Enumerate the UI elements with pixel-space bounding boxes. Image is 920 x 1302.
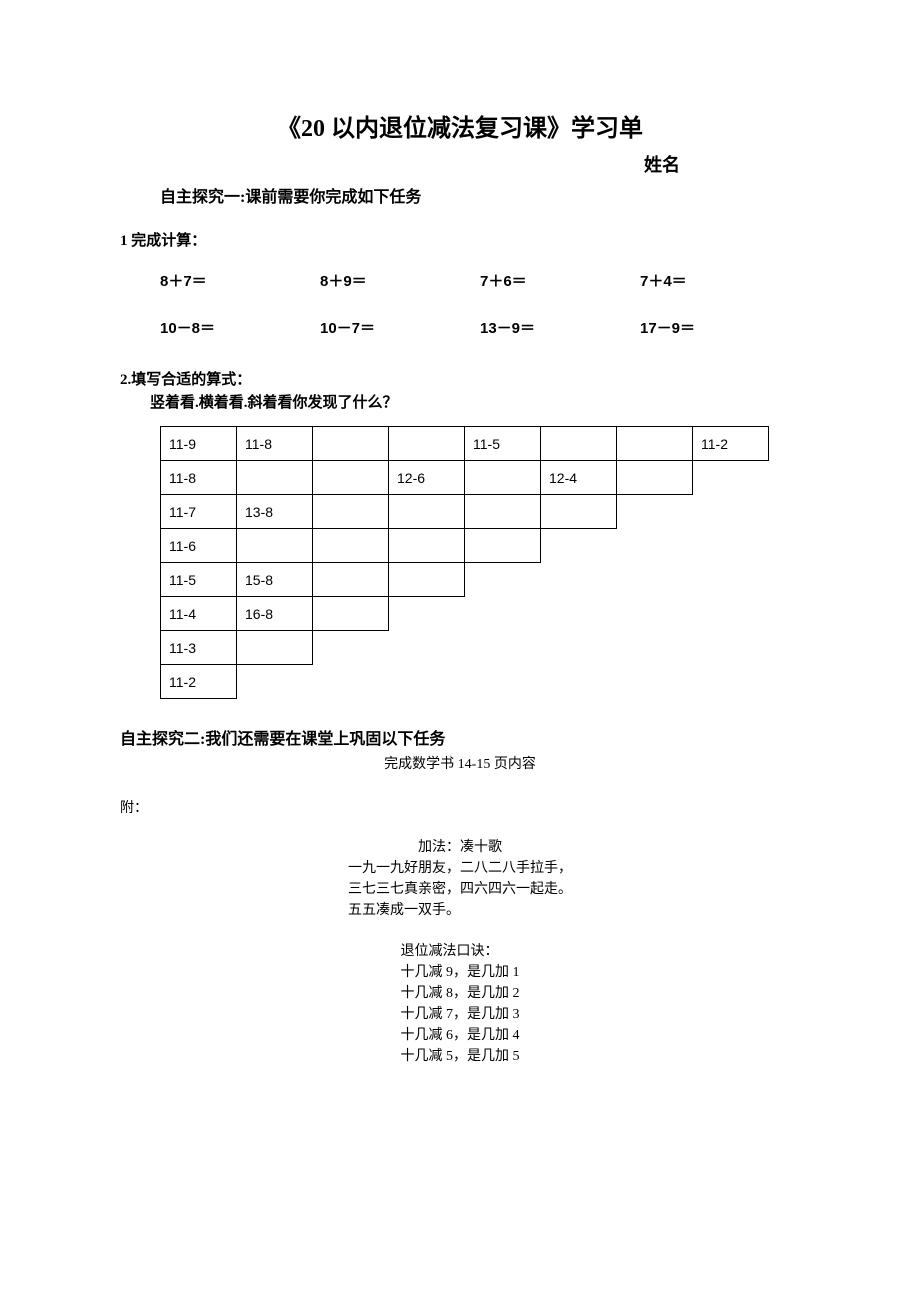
triangle-table: 11-911-8 11-5 11-2 11-8 12-6 12-4 11-713-811-6…	[160, 426, 769, 699]
table-cell	[693, 529, 769, 563]
table-cell	[237, 529, 313, 563]
table-cell	[617, 461, 693, 495]
table-cell: 11-8	[161, 461, 237, 495]
table-cell	[693, 563, 769, 597]
table-cell	[541, 563, 617, 597]
poem-line: 五五凑成一双手。	[348, 900, 572, 921]
table-cell	[313, 631, 389, 665]
section2-heading: 自主探究二:我们还需要在课堂上巩固以下任务	[120, 725, 800, 749]
table-cell	[617, 665, 693, 699]
calc-cell: 7＋4＝	[640, 270, 800, 291]
mnemonic-line: 十几减 9，是几加 1	[401, 962, 520, 983]
table-cell	[465, 563, 541, 597]
table-cell	[617, 597, 693, 631]
table-cell	[465, 461, 541, 495]
table-cell	[617, 427, 693, 461]
worksheet-title: 《20 以内退位减法复习课》学习单	[120, 108, 800, 143]
mnemonic-title: 退位减法口诀：	[401, 941, 520, 962]
table-cell: 11-3	[161, 631, 237, 665]
table-cell	[617, 529, 693, 563]
calc-row-2: 10－8＝ 10－7＝ 13－9＝ 17－9＝	[120, 317, 800, 338]
table-cell	[465, 665, 541, 699]
table-cell	[389, 597, 465, 631]
table-cell	[693, 665, 769, 699]
table-cell: 16-8	[237, 597, 313, 631]
calc-cell: 10－8＝	[160, 317, 320, 338]
table-cell: 11-5	[465, 427, 541, 461]
calc-cell: 8＋7＝	[160, 270, 320, 291]
table-cell: 11-5	[161, 563, 237, 597]
table-cell	[541, 631, 617, 665]
table-cell: 13-8	[237, 495, 313, 529]
poem-line: 一九一九好朋友，二八二八手拉手，	[348, 858, 572, 879]
table-cell	[617, 495, 693, 529]
table-cell	[237, 461, 313, 495]
calc-cell: 17－9＝	[640, 317, 800, 338]
table-cell	[237, 665, 313, 699]
calc-cell: 7＋6＝	[480, 270, 640, 291]
table-cell: 11-6	[161, 529, 237, 563]
table-cell	[693, 461, 769, 495]
table-cell: 11-9	[161, 427, 237, 461]
table-cell	[541, 597, 617, 631]
table-cell	[313, 563, 389, 597]
table-cell: 11-2	[693, 427, 769, 461]
table-cell	[465, 631, 541, 665]
poem-title: 加法：凑十歌	[120, 837, 800, 858]
table-cell	[541, 427, 617, 461]
poem-lines: 一九一九好朋友，二八二八手拉手，三七三七真亲密，四六四六一起走。五五凑成一双手。	[348, 858, 572, 921]
table-cell	[313, 495, 389, 529]
calc-cell: 13－9＝	[480, 317, 640, 338]
mnemonic-line: 十几减 7，是几加 3	[401, 1004, 520, 1025]
mnemonic-lines: 退位减法口诀：十几减 9，是几加 1十几减 8，是几加 2十几减 7，是几加 3…	[401, 941, 520, 1067]
table-cell: 11-8	[237, 427, 313, 461]
calc-cell: 8＋9＝	[320, 270, 480, 291]
table-cell	[541, 529, 617, 563]
table-cell: 11-7	[161, 495, 237, 529]
section2-sub: 完成数学书 14-15 页内容	[120, 753, 800, 773]
table-cell	[313, 427, 389, 461]
q2-sub: 竖着看.横着看.斜着看你发现了什么？	[120, 391, 800, 412]
table-cell	[237, 631, 313, 665]
q1-heading: 1 完成计算：	[120, 229, 800, 250]
table-cell	[313, 529, 389, 563]
table-cell: 11-2	[161, 665, 237, 699]
table-cell: 15-8	[237, 563, 313, 597]
mnemonic-block: 退位减法口诀：十几减 9，是几加 1十几减 8，是几加 2十几减 7，是几加 3…	[120, 941, 800, 1067]
table-cell	[465, 529, 541, 563]
mnemonic-line: 十几减 8，是几加 2	[401, 983, 520, 1004]
table-cell	[617, 563, 693, 597]
mnemonic-line: 十几减 6，是几加 4	[401, 1025, 520, 1046]
calc-cell: 10－7＝	[320, 317, 480, 338]
name-label: 姓名	[120, 151, 800, 177]
table-cell	[389, 631, 465, 665]
section1-heading: 自主探究一:课前需要你完成如下任务	[120, 183, 800, 207]
table-cell: 12-4	[541, 461, 617, 495]
table-cell	[389, 529, 465, 563]
calc-row-1: 8＋7＝ 8＋9＝ 7＋6＝ 7＋4＝	[120, 270, 800, 291]
table-cell	[313, 665, 389, 699]
table-cell	[465, 495, 541, 529]
table-cell	[389, 495, 465, 529]
table-cell	[313, 461, 389, 495]
table-cell	[617, 631, 693, 665]
table-cell	[313, 597, 389, 631]
table-cell	[693, 597, 769, 631]
poem-line: 三七三七真亲密，四六四六一起走。	[348, 879, 572, 900]
table-cell: 11-4	[161, 597, 237, 631]
appendix-label: 附：	[120, 797, 800, 817]
table-cell	[693, 495, 769, 529]
mnemonic-line: 十几减 5，是几加 5	[401, 1046, 520, 1067]
table-cell: 12-6	[389, 461, 465, 495]
table-cell	[389, 665, 465, 699]
table-cell	[465, 597, 541, 631]
poem-block: 加法：凑十歌 一九一九好朋友，二八二八手拉手，三七三七真亲密，四六四六一起走。五…	[120, 837, 800, 921]
table-cell	[693, 631, 769, 665]
q2-heading: 2.填写合适的算式：	[120, 368, 800, 389]
table-cell	[389, 427, 465, 461]
table-cell	[541, 665, 617, 699]
table-cell	[541, 495, 617, 529]
table-cell	[389, 563, 465, 597]
